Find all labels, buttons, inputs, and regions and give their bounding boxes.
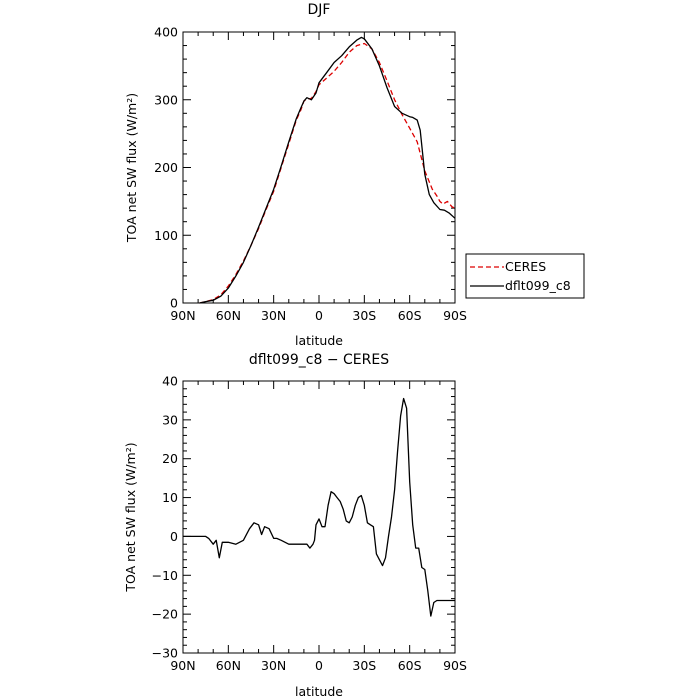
x-tick-label: 90S [443, 658, 467, 673]
y-axis-title: TOA net SW flux (W/m²) [123, 442, 138, 592]
axes-group: 90N 60N 30N 0 30S 60S 90S −30 −20 −10 0 10 20 30 40 [152, 374, 467, 674]
x-tick-label: 30S [352, 658, 376, 673]
legend-box [465, 253, 585, 299]
legend: CERES dflt099_c8 [465, 253, 585, 299]
panel-title: DJF [308, 2, 331, 18]
legend-label-ceres: CERES [505, 259, 546, 274]
x-tick-label: 60N [216, 308, 241, 323]
y-tick-label: 20 [162, 451, 178, 466]
x-axis-title: latitude [295, 684, 343, 699]
x-tick-label: 0 [315, 308, 323, 323]
series-line-ceres [199, 42, 456, 304]
difference-panel: dflt099_c8 − CERES 90N 60N 30N 0 30S 60S 90S −3… [123, 352, 467, 699]
series-line-diff-0 [183, 397, 455, 617]
y-tick-label: 30 [162, 412, 178, 427]
y-tick-label: 0 [170, 529, 178, 544]
x-tick-label: 30N [261, 308, 286, 323]
y-tick-label: 40 [162, 374, 178, 389]
y-tick-label: −30 [152, 646, 178, 661]
x-tick-label: 30S [352, 308, 376, 323]
y-tick-label: −10 [152, 568, 178, 583]
x-tick-label: 30N [261, 658, 286, 673]
series-group [199, 36, 456, 304]
y-tick-label: 300 [154, 92, 178, 107]
x-axis-title: latitude [295, 333, 343, 348]
y-tick-label: −20 [152, 607, 178, 622]
legend-label-model: dflt099_c8 [505, 278, 571, 293]
plot-frame [182, 31, 456, 304]
series-group [183, 397, 455, 617]
x-tick-label: 90N [170, 658, 195, 673]
x-tick-label: 60N [216, 658, 241, 673]
axes-group: 90N 60N 30N 0 30S 60S 90S 0 100 200 300 400 [154, 25, 467, 324]
y-tick-label: 200 [154, 160, 178, 175]
y-tick-label: 400 [154, 25, 178, 40]
x-tick-label: 0 [315, 658, 323, 673]
series-line-dflt099-c8 [199, 36, 456, 304]
plot-frame [182, 380, 456, 654]
panel-title: dflt099_c8 − CERES [249, 352, 389, 368]
flux-panel: DJF 90N 60N 30N 0 30S 60S 90S 0 100 200 300 400 lat… [124, 2, 467, 348]
x-tick-label: 60S [398, 658, 422, 673]
y-tick-label: 0 [170, 296, 178, 311]
y-tick-label: 100 [154, 228, 178, 243]
x-tick-label: 90S [443, 308, 467, 323]
x-tick-label: 90N [170, 308, 195, 323]
y-axis-title: TOA net SW flux (W/m²) [124, 93, 139, 243]
y-tick-label: 10 [162, 490, 178, 505]
x-tick-label: 60S [398, 308, 422, 323]
